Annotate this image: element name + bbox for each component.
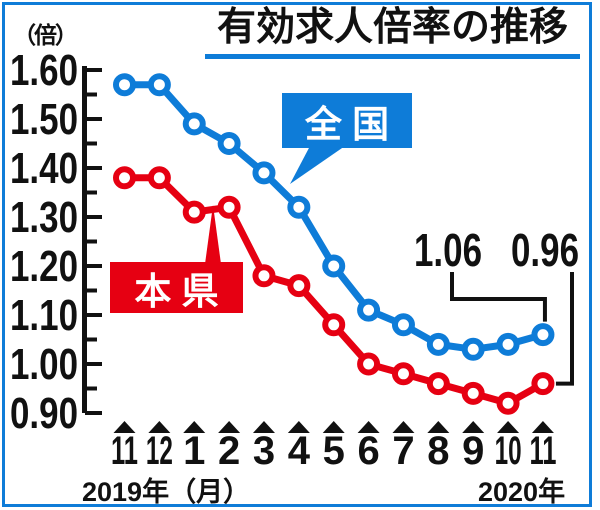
prefecture-series-point (461, 381, 485, 405)
national-series-point (496, 332, 520, 356)
x-axis-arrow-icon (148, 421, 171, 433)
prefecture-series-point (287, 274, 311, 298)
x-axis-label: 5 (323, 429, 345, 473)
x-axis-label: 11 (529, 429, 556, 473)
x-axis-arrow-icon (183, 421, 206, 433)
national-series-point (357, 298, 381, 322)
y-axis-label: 1.50 (10, 95, 78, 144)
national-last-value: 1.06 (414, 224, 482, 276)
national-label-tail-icon (290, 146, 345, 184)
y-axis-label: 1.60 (10, 46, 78, 95)
national-series-point (182, 112, 206, 136)
y-axis-label: 0.90 (10, 389, 78, 438)
x-axis-label: 11 (111, 429, 138, 473)
x-axis-year-right: 2020年 (478, 477, 566, 507)
national-series-label: 全 国 (282, 93, 412, 184)
national-callout-line (450, 272, 547, 322)
x-axis-arrow-icon (357, 421, 380, 433)
x-axis-arrow-icon (531, 421, 554, 433)
x-axis-label: 8 (427, 429, 449, 473)
y-axis-label: 1.20 (10, 242, 78, 291)
x-axis-label: 3 (253, 429, 275, 473)
national-series-point (287, 195, 311, 219)
x-axis-arrow-icon (462, 421, 485, 433)
page-title: 有効求人倍率の推移 (205, 5, 580, 59)
x-axis-label: 7 (392, 429, 414, 473)
national-series-point (461, 337, 485, 361)
x-axis-arrow-icon (113, 421, 136, 433)
y-axis-label: 1.30 (10, 193, 78, 242)
national-series-point (531, 323, 555, 347)
x-axis-arrow-icon (287, 421, 310, 433)
prefecture-series-label-text: 本 県 (134, 270, 219, 312)
prefecture-series-point (217, 195, 241, 219)
prefecture-series-point (531, 372, 555, 396)
unit-label: （倍） (13, 22, 78, 48)
prefecture-series-point (357, 352, 381, 376)
x-axis-arrow-icon (218, 421, 241, 433)
prefecture-label-arrow-icon (205, 205, 221, 264)
x-axis-label: 4 (288, 429, 311, 473)
x-axis-arrow-icon (497, 421, 520, 433)
national-series-point (322, 254, 346, 278)
x-axis-year-left: 2019年（月） (82, 477, 251, 507)
x-axis-label: 12 (146, 429, 173, 473)
prefecture-series-point (426, 372, 450, 396)
national-series-point (217, 132, 241, 155)
x-axis-arrow-icon (427, 421, 450, 433)
national-series-point (113, 73, 136, 97)
x-axis-label: 10 (495, 429, 522, 473)
prefecture-series-point (182, 200, 206, 224)
prefecture-series-point (391, 362, 415, 386)
x-axis-label: 2 (218, 429, 240, 473)
national-series-point (391, 313, 415, 337)
x-axis-label: 9 (462, 429, 484, 473)
prefecture-series-label: 本 県 (110, 205, 243, 313)
national-series-point (252, 161, 276, 185)
national-series-point (426, 332, 450, 356)
y-axis-label: 1.40 (10, 144, 78, 193)
x-axis-arrow-icon (392, 421, 415, 433)
prefecture-series-point (496, 391, 520, 415)
national-series-label-text: 全 国 (304, 103, 390, 145)
prefecture-last-value: 0.96 (511, 224, 579, 276)
prefecture-series-point (322, 313, 346, 337)
prefecture-series-point (147, 166, 171, 190)
y-axis-label: 1.10 (10, 291, 78, 340)
prefecture-series-point (113, 166, 136, 190)
x-axis-arrow-icon (252, 421, 275, 433)
x-axis-arrow-icon (322, 421, 345, 433)
prefecture-series-point (252, 264, 276, 288)
prefecture-callout-line (555, 272, 574, 386)
x-axis-label: 1 (183, 429, 205, 473)
x-axis-label: 6 (357, 429, 379, 473)
national-series-point (147, 73, 171, 97)
y-axis-label: 1.00 (10, 340, 78, 389)
